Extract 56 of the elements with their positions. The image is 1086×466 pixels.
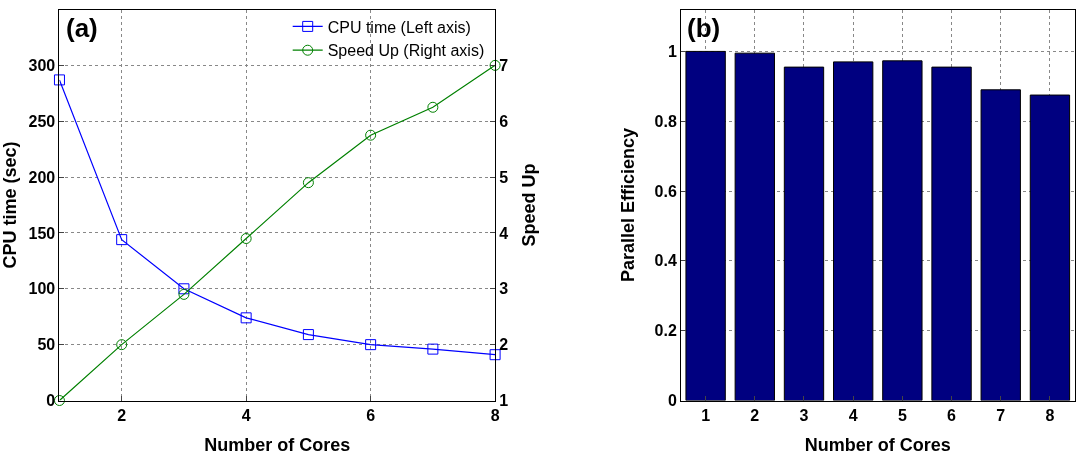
x-tick-label: 3: [799, 406, 809, 424]
x-tick-label: 1: [701, 406, 711, 424]
point: [240, 312, 252, 324]
legend-label: Speed Up (Right axis): [327, 42, 485, 60]
y-tick-label: 200: [28, 168, 56, 186]
point: [116, 234, 128, 246]
y-tick-label: 300: [28, 56, 56, 74]
y-tick-label: 0: [46, 392, 56, 410]
y2-tick-label: 2: [499, 336, 509, 354]
y2-tick-label: 1: [499, 392, 509, 410]
y-tick-label: 0.4: [654, 252, 677, 270]
point: [178, 283, 190, 295]
y-tick-label: 0.8: [654, 112, 677, 130]
y-tick-label: 0: [667, 392, 677, 410]
y2-axis-title: Speed Up: [519, 163, 540, 247]
x-axis-title: Number of Cores: [204, 434, 351, 455]
y2-tick-label: 5: [499, 168, 509, 186]
legend-label: CPU time (Left axis): [327, 18, 471, 36]
point: [178, 288, 190, 300]
y-tick-label: 250: [28, 112, 56, 130]
point: [53, 74, 65, 86]
y2-tick-label: 4: [499, 224, 509, 242]
point: [116, 339, 128, 351]
point: [302, 177, 314, 189]
y-axis-title: CPU time (sec): [0, 141, 20, 269]
x-tick-label: 6: [947, 406, 957, 424]
point: [427, 343, 439, 355]
x-tick-label: 7: [996, 406, 1006, 424]
point: [365, 339, 377, 351]
y2-tick-label: 7: [499, 56, 509, 74]
y-tick-label: 50: [37, 336, 56, 354]
y2-tick-label: 3: [499, 280, 509, 298]
point: [302, 329, 314, 341]
x-tick-label: 8: [1045, 406, 1055, 424]
y-tick-label: 1: [667, 43, 677, 61]
x-tick-label: 4: [241, 406, 251, 424]
y-tick-label: 150: [28, 224, 56, 242]
x-axis-title: Number of Cores: [804, 434, 951, 455]
y2-tick-label: 6: [499, 112, 509, 130]
y-tick-label: 0.6: [654, 182, 677, 200]
point: [489, 59, 501, 71]
chart-title: (a): [66, 13, 98, 43]
x-tick-label: 5: [897, 406, 907, 424]
chart-title: (b): [687, 13, 721, 43]
x-tick-label: 6: [366, 406, 376, 424]
x-tick-label: 8: [490, 406, 500, 424]
y-tick-label: 0.2: [654, 322, 677, 340]
y-tick-label: 100: [28, 280, 56, 298]
point: [365, 129, 377, 141]
x-tick-label: 4: [848, 406, 858, 424]
x-tick-label: 2: [117, 406, 127, 424]
y-axis-title: Parallel Efficiency: [617, 127, 638, 283]
point: [489, 349, 501, 361]
point: [427, 101, 439, 113]
x-tick-label: 2: [750, 406, 760, 424]
point: [240, 233, 252, 245]
